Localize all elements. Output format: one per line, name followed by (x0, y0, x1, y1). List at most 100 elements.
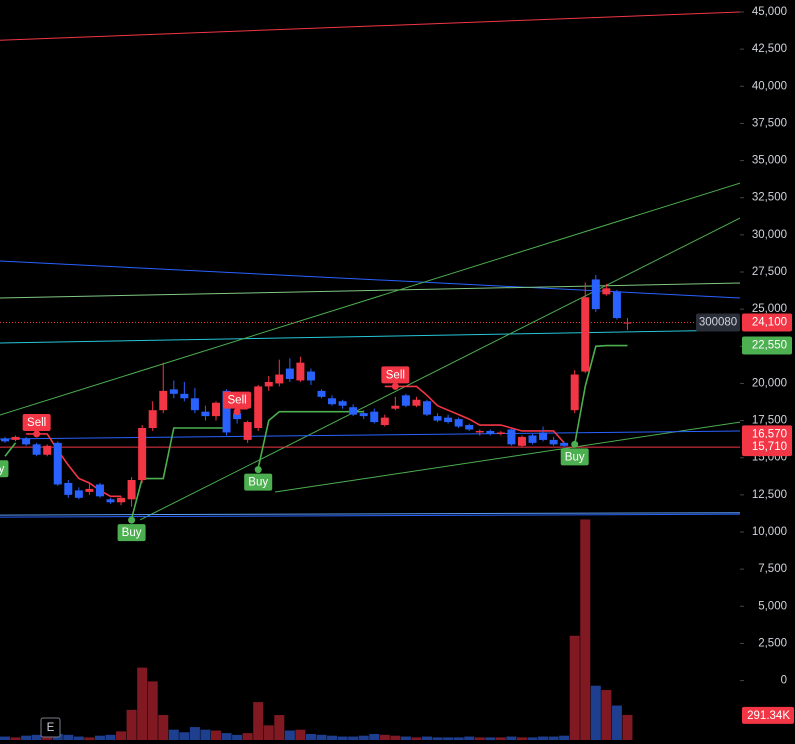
volume-bar (105, 734, 116, 740)
candle-body (1, 438, 9, 442)
signal-label: Buy (122, 527, 142, 539)
volume-bar (400, 736, 411, 740)
candle-body (264, 381, 273, 387)
volume-bar (464, 736, 475, 740)
volume-bar (611, 705, 622, 740)
volume-bar (369, 733, 380, 740)
candle-body (85, 488, 94, 492)
signal-dot (128, 516, 136, 524)
y-tick-label: 30,000 (752, 229, 787, 241)
volume-bar (348, 736, 359, 740)
candle-body (74, 490, 83, 498)
candle-body (317, 390, 326, 397)
candle-body (465, 425, 474, 430)
candle-body (539, 432, 548, 440)
volume-bar (580, 519, 591, 740)
candle-body (306, 371, 315, 381)
y-tick-label: 20,000 (752, 377, 787, 389)
candle-body (517, 436, 526, 446)
trend-line (139, 217, 740, 521)
trend-line (0, 513, 740, 518)
signal-label: Sell (228, 395, 247, 407)
trend-line (0, 182, 740, 416)
candle-body (64, 482, 73, 495)
volume-bar (284, 730, 295, 740)
candle-body (243, 422, 252, 440)
volume-bar (316, 734, 327, 740)
y-tick-label: 12,500 (752, 489, 787, 501)
signal-dot (33, 430, 41, 438)
price-label-box (742, 336, 792, 355)
volume-bar (21, 735, 32, 740)
candle-body (581, 297, 590, 372)
trend-line (0, 11, 740, 41)
candle-body (401, 395, 410, 406)
candle-body (338, 401, 347, 406)
candle-body (148, 410, 157, 429)
candle-body (95, 484, 104, 497)
badge-box[interactable] (40, 717, 61, 738)
candle-body (612, 291, 621, 319)
volume-bar (432, 737, 443, 740)
volume-bar (232, 734, 243, 740)
candle-body (190, 398, 199, 411)
candle-body (11, 436, 20, 440)
badge-label[interactable]: E (47, 722, 55, 734)
y-tick-label: 45,000 (752, 6, 787, 18)
y-tick-label: 17,500 (752, 415, 787, 427)
candle-body (127, 480, 136, 500)
y-tick-label: 32,500 (752, 192, 787, 204)
signal-box (223, 391, 252, 409)
volume-bar (10, 737, 21, 740)
signal-dot (571, 440, 579, 448)
candle-body (201, 411, 210, 417)
y-tick-label: 10,000 (752, 526, 787, 538)
volume-bar (116, 731, 127, 740)
signal-label: Sell (386, 369, 405, 381)
candle-body (380, 417, 389, 426)
volume-bar (263, 725, 274, 740)
candle-body (507, 429, 516, 445)
y-tick-label: 42,500 (752, 43, 787, 55)
symbol-box (696, 313, 740, 332)
price-label: 22,550 (752, 340, 787, 352)
volume-bar (189, 727, 200, 740)
price-label: 24,100 (752, 317, 787, 329)
volume-bar (295, 729, 306, 740)
candle-body (370, 411, 379, 423)
volume-bar (31, 734, 42, 740)
volume-bar (516, 737, 527, 740)
volume-bar (242, 733, 253, 740)
volume-bar (379, 734, 390, 740)
volume-bar (485, 737, 496, 740)
price-label: 15,710 (752, 441, 787, 453)
signal-dot (391, 382, 399, 390)
volume-bar (305, 733, 316, 740)
candle-body (591, 279, 600, 310)
candle-body (106, 499, 115, 503)
y-tick-label: 35,000 (752, 155, 787, 167)
candle-body (53, 442, 62, 485)
signal-box (117, 524, 146, 542)
volume-label: 291.34K (747, 710, 790, 722)
signal-box (381, 366, 410, 384)
candle-body (212, 402, 220, 417)
price-label-box (742, 313, 792, 332)
volume-bar (569, 635, 580, 740)
candle-body (475, 430, 484, 433)
volume-bar (200, 729, 211, 740)
y-tick-label: 25,000 (752, 303, 787, 315)
volume-bar (548, 736, 559, 740)
candle-body (623, 322, 632, 324)
trend-line (0, 282, 740, 299)
volume-bar (84, 737, 95, 740)
trend-line (0, 512, 740, 516)
volume-bar (527, 737, 538, 740)
signal-label: Buy (248, 477, 268, 489)
volume-bar (253, 702, 264, 740)
signal-box (560, 448, 589, 466)
volume-bar (506, 736, 517, 740)
volume-bar (126, 709, 137, 740)
